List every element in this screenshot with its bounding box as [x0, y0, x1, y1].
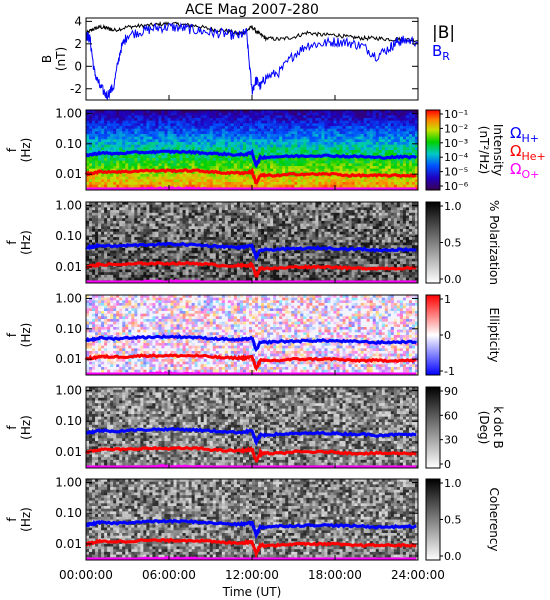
y-tick-label: 0: [74, 59, 82, 73]
y-axis-label: f(Hz): [5, 230, 33, 255]
y-tick-label: 1.00: [55, 106, 82, 120]
omega-h-line: [85, 334, 417, 353]
x-tick-label: 24:00:00: [391, 568, 445, 582]
colorbar-tick-label: 10⁻²: [444, 122, 468, 135]
panel-4: 1.00 0.10 0.01 f(Hz) 1 0 -1 Ellipticity: [5, 291, 501, 378]
panel-3: 1.00 0.10 0.01 f(Hz) 1.0 0.5 0.0 % Polarization: [5, 199, 501, 286]
colorbar: [425, 386, 441, 469]
y-tick-label: 0.01: [55, 352, 82, 366]
x-axis-label: Time (UT): [222, 585, 282, 599]
omega-o-line: [86, 555, 417, 561]
colorbar-tick-label: 1.0: [444, 200, 462, 213]
colorbar-tick-label: 10⁻¹: [444, 108, 468, 121]
x-tick-label: 06:00:00: [142, 568, 196, 582]
colorbar: [425, 478, 441, 561]
omega-h-line: [85, 518, 417, 540]
y-tick-label: 0.10: [55, 137, 82, 151]
y-tick-label: 0.10: [55, 506, 82, 520]
omega-o-line: [86, 185, 417, 191]
colorbar: [425, 109, 441, 191]
omega-he-line: [85, 445, 417, 463]
omega-o-line: [86, 464, 417, 469]
legend-BR: BR: [432, 42, 450, 63]
colorbar: [425, 201, 441, 284]
omega-o-line: [86, 278, 417, 284]
heatmap-cells: [86, 387, 419, 469]
colorbar-label: Intensity(nT²/Hz): [477, 124, 505, 176]
colorbar-tick-label: 10⁻⁶: [444, 180, 469, 193]
colorbar-tick-label: 10⁻⁴: [444, 151, 469, 164]
y-axis-label: f(Hz): [5, 507, 33, 532]
y-tick-label: 0.01: [55, 445, 82, 459]
y-tick-label: 0.10: [55, 229, 82, 243]
omega-he-line: [84, 353, 417, 372]
omega-h-line: [85, 148, 418, 169]
heatmap-cells: [86, 202, 419, 284]
omega-he-line: [85, 537, 417, 560]
colorbar-tick-label: -1: [444, 365, 455, 378]
heatmap-cells: [86, 479, 419, 561]
gyro-legend-3: ΩO+: [510, 160, 539, 181]
colorbar-tick-label: 0: [444, 329, 451, 342]
y-axis-label: f(Hz): [5, 138, 33, 163]
panel-5: 1.00 0.10 0.01 f(Hz) 90 60 30 0 k dot B(Deg): [5, 384, 505, 471]
y-tick-label: 0.01: [55, 537, 82, 551]
y-tick-label: 4: [74, 14, 82, 28]
colorbar-tick-label: 1: [444, 293, 451, 306]
colorbar-tick-label: 1.0: [444, 477, 462, 490]
omega-h-line: [85, 426, 417, 447]
y-tick-label: 0.10: [55, 414, 82, 428]
y-tick-label: 1.00: [55, 384, 82, 398]
panel-2: 1.00 0.10 0.01 f(Hz) 10⁻¹10⁻² 10⁻³10⁻⁴ 10⁻⁵10⁻…: [5, 106, 546, 193]
colorbar-tick-label: 10⁻³: [444, 137, 468, 150]
y-tick-label: 1.00: [55, 199, 82, 213]
colorbar-label: Ellipticity: [487, 308, 501, 363]
y-axis-label: f(Hz): [5, 323, 33, 348]
omega-h-line: [85, 241, 417, 262]
colorbar-tick-label: 60: [444, 409, 458, 422]
x-tick-label: 00:00:00: [59, 568, 113, 582]
colorbar-tick-label: 0.0: [444, 273, 462, 286]
heatmap-cells: [86, 110, 419, 191]
y-tick-label: 1.00: [55, 291, 82, 305]
colorbar-tick-label: 10⁻⁵: [444, 166, 468, 179]
y-tick-label: 2: [74, 37, 82, 51]
omega-o-line: [86, 370, 417, 376]
colorbar-tick-label: 0: [444, 458, 451, 471]
x-tick-label: 12:00:00: [225, 568, 279, 582]
panel-1: 4 2 0 -2B(nT) |B|BR: [40, 14, 455, 101]
legend-absB: |B|: [432, 23, 455, 43]
chart-title: ACE Mag 2007-280: [185, 2, 319, 18]
y-tick-label: -2: [70, 82, 82, 96]
colorbar-label: k dot B(Deg): [477, 406, 505, 448]
x-tick-label: 18:00:00: [308, 568, 362, 582]
y-tick-label: 0.01: [55, 260, 82, 274]
y-tick-label: 0.01: [55, 167, 82, 181]
colorbar-tick-label: 0.5: [444, 514, 462, 527]
colorbar-label: Coherency: [487, 487, 501, 551]
colorbar-tick-label: 30: [444, 434, 458, 447]
y-tick-label: 0.10: [55, 322, 82, 336]
omega-he-line: [84, 167, 417, 185]
heatmap-cells: [86, 295, 419, 376]
colorbar-tick-label: 90: [444, 385, 458, 398]
colorbar: [425, 294, 441, 376]
y-axis-label: f(Hz): [5, 415, 33, 440]
colorbar-tick-label: 0.0: [444, 550, 462, 563]
panel-6: 1.00 0.10 0.01 f(Hz) 1.0 0.5 0.0 Coherency: [5, 476, 501, 563]
series-BR-line: [85, 22, 419, 101]
y-axis-label: B(nT): [40, 47, 68, 71]
y-tick-label: 1.00: [55, 476, 82, 490]
omega-he-line: [85, 260, 417, 279]
colorbar-tick-label: 0.5: [444, 237, 462, 250]
colorbar-label: % Polarization: [487, 200, 501, 285]
